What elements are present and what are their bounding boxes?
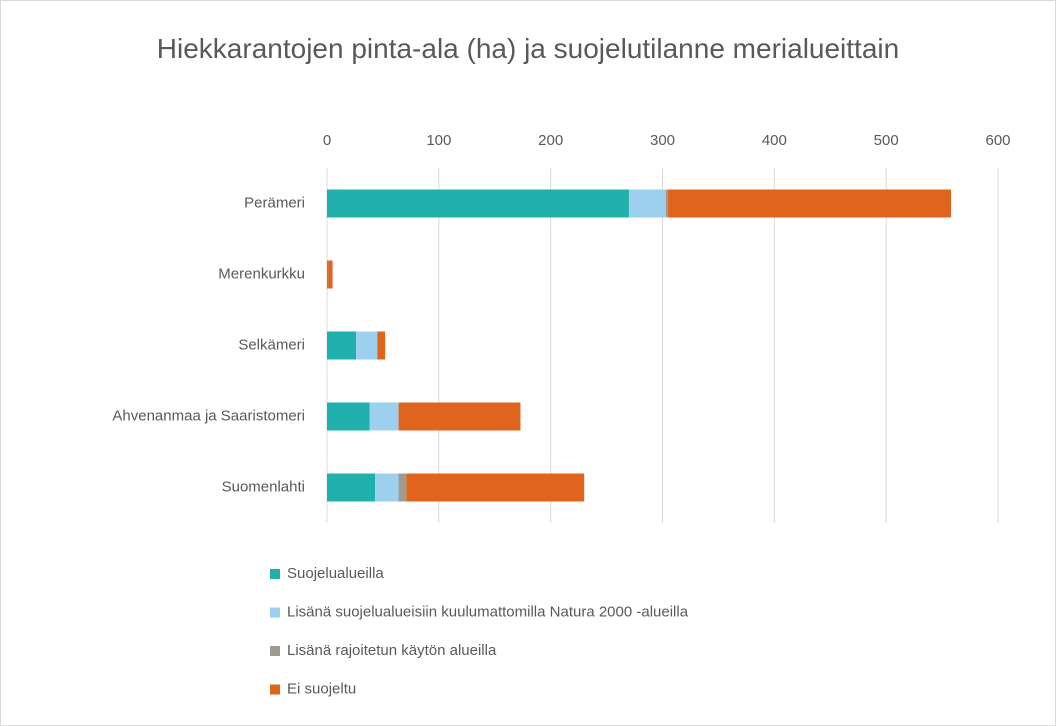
x-tick-label: 600 <box>985 132 1010 149</box>
legend-label: Suojelualueilla <box>287 565 384 582</box>
legend-label: Lisänä rajoitetun käytön alueilla <box>287 642 497 659</box>
bar-segment <box>327 402 370 431</box>
y-tick-label: Suomenlahti <box>222 478 305 495</box>
bar-segment <box>327 260 329 289</box>
x-tick-label: 500 <box>874 132 899 149</box>
x-tick-label: 100 <box>426 132 451 149</box>
bar-segment <box>327 189 629 218</box>
y-tick-label: Perämeri <box>244 194 305 211</box>
bar-segment <box>328 260 333 289</box>
x-tick-label: 300 <box>650 132 675 149</box>
bar-segment <box>406 473 585 502</box>
bar-segment <box>668 189 952 218</box>
legend-swatch <box>270 684 280 695</box>
bar-segment <box>327 331 357 360</box>
y-tick-label: Selkämeri <box>238 336 305 353</box>
bar-segment <box>398 402 521 431</box>
legend-swatch <box>270 607 280 618</box>
bar-segment <box>398 473 407 502</box>
bar-segment <box>369 402 399 431</box>
chart-title: Hiekkarantojen pinta-ala (ha) ja suojelu… <box>156 33 900 64</box>
y-tick-label: Ahvenanmaa ja Saaristomeri <box>112 407 305 424</box>
legend-swatch <box>270 569 280 579</box>
x-tick-label: 200 <box>538 132 563 149</box>
x-tick-label: 0 <box>323 132 331 149</box>
legend-label: Lisänä suojelualueisiin kuulumattomilla … <box>287 603 689 620</box>
bar-segment <box>628 189 666 218</box>
bar-segment <box>375 473 399 502</box>
y-tick-label: Merenkurkku <box>218 265 305 282</box>
x-tick-label: 400 <box>762 132 787 149</box>
bar-segment <box>327 473 376 502</box>
bar-segment <box>665 189 669 218</box>
bar-segment <box>377 331 386 360</box>
legend-swatch <box>270 646 280 656</box>
bar-segment <box>356 331 378 360</box>
legend-label: Ei suojeltu <box>287 680 356 697</box>
